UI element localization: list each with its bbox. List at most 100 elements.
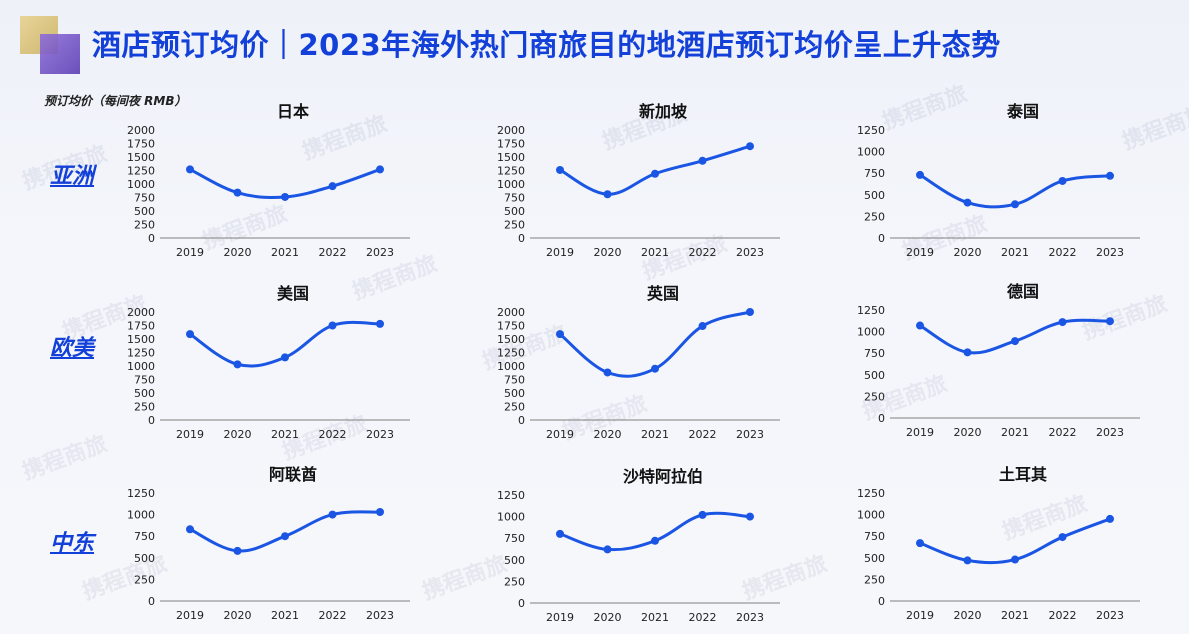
y-tick-label: 500: [504, 554, 525, 567]
chart-turkey: 土耳其 0 250 500 750 1000 1250 2019 2020 2021 2022 202…: [857, 465, 1140, 622]
data-point: [328, 321, 337, 330]
y-tick-label: 250: [134, 401, 155, 414]
data-point: [916, 170, 924, 179]
watermark-text: 携程商旅: [19, 431, 111, 486]
series-line: [188, 510, 382, 553]
data-point: [698, 510, 707, 519]
data-point: [916, 539, 924, 548]
y-tick-label: 250: [504, 219, 525, 232]
y-axis-note: 预订均价（每间夜 RMB）: [44, 94, 187, 108]
x-tick-label: 2022: [689, 611, 717, 624]
x-tick-label: 2019: [906, 246, 934, 259]
x-tick-label: 2021: [1001, 246, 1029, 259]
data-point: [281, 532, 289, 541]
data-point: [281, 192, 289, 201]
x-tick-label: 2023: [366, 428, 394, 441]
y-tick-label: 500: [134, 552, 155, 565]
y-tick-label: 750: [504, 374, 525, 387]
page-title: 酒店预订均价｜2023年海外热门商旅目的地酒店预订均价呈上升态势: [92, 28, 1001, 62]
y-tick-label: 0: [518, 597, 525, 610]
x-tick-label: 2021: [641, 428, 669, 441]
y-tick-label: 1250: [127, 347, 155, 360]
x-tick-label: 2023: [736, 611, 764, 624]
x-tick-label: 2022: [1049, 246, 1077, 259]
y-tick-label: 250: [864, 390, 885, 403]
y-tick-label: 1000: [497, 360, 525, 373]
y-tick-label: 1000: [127, 509, 155, 522]
y-tick-label: 750: [134, 374, 155, 387]
data-point: [1058, 533, 1067, 542]
y-tick-label: 0: [878, 232, 885, 245]
x-tick-label: 2023: [1096, 609, 1124, 622]
x-tick-label: 2021: [1001, 609, 1029, 622]
chart-title: 英国: [646, 284, 679, 303]
x-tick-label: 2020: [224, 246, 252, 259]
y-tick-label: 1250: [857, 304, 885, 317]
chart-saudi-arabia: 沙特阿拉伯 0 250 500 750 1000 1250 2019 2020 2021 2022 2…: [497, 467, 780, 624]
y-tick-label: 1000: [857, 326, 885, 339]
x-tick-label: 2019: [546, 611, 574, 624]
data-point: [1106, 171, 1114, 180]
x-tick-label: 2020: [594, 428, 622, 441]
chart-title: 新加坡: [639, 102, 688, 121]
x-tick-label: 2022: [1049, 426, 1077, 439]
data-point: [651, 364, 659, 373]
y-tick-label: 1000: [127, 360, 155, 373]
data-point: [1011, 555, 1019, 564]
y-tick-label: 2000: [127, 124, 155, 137]
data-point: [1011, 337, 1019, 346]
x-tick-label: 2023: [366, 246, 394, 259]
y-tick-label: 1250: [857, 487, 885, 500]
data-point: [376, 508, 384, 517]
y-tick-label: 1000: [857, 509, 885, 522]
y-tick-label: 1250: [497, 347, 525, 360]
y-tick-label: 750: [504, 192, 525, 205]
x-tick-label: 2022: [319, 246, 347, 259]
data-point: [233, 188, 242, 197]
data-point: [233, 360, 242, 369]
data-point: [1058, 318, 1067, 327]
x-tick-label: 2023: [366, 609, 394, 622]
data-point: [328, 510, 337, 519]
x-tick-label: 2022: [1049, 609, 1077, 622]
x-tick-label: 2022: [689, 246, 717, 259]
x-tick-label: 2021: [1001, 426, 1029, 439]
y-tick-label: 1500: [497, 151, 525, 164]
y-tick-label: 1750: [127, 138, 155, 151]
data-point: [651, 536, 659, 545]
data-point: [963, 556, 972, 565]
y-tick-label: 1500: [497, 333, 525, 346]
data-point: [651, 169, 659, 178]
chart-title: 德国: [1007, 282, 1039, 301]
x-tick-label: 2023: [736, 246, 764, 259]
y-tick-label: 750: [864, 530, 885, 543]
chart-title: 阿联酋: [269, 465, 317, 484]
chart-uae: 阿联酋 0 250 500 750 1000 1250 2019 2020 2021 2022 202…: [127, 465, 410, 622]
y-tick-label: 500: [864, 189, 885, 202]
y-tick-label: 1250: [127, 487, 155, 500]
y-tick-label: 1750: [127, 320, 155, 333]
y-tick-label: 1250: [127, 165, 155, 178]
region-label-middle-east: 中东: [50, 531, 95, 556]
y-tick-label: 0: [518, 232, 525, 245]
data-point: [186, 525, 194, 534]
x-tick-label: 2023: [736, 428, 764, 441]
data-point: [556, 165, 564, 174]
x-tick-label: 2019: [546, 246, 574, 259]
data-point: [556, 529, 564, 538]
y-tick-label: 750: [134, 530, 155, 543]
data-point: [746, 142, 754, 151]
x-tick-label: 2021: [271, 609, 299, 622]
x-tick-label: 2020: [224, 428, 252, 441]
chart-title: 沙特阿拉伯: [623, 467, 703, 486]
data-point: [603, 545, 612, 554]
x-tick-label: 2019: [176, 428, 204, 441]
x-tick-label: 2019: [176, 246, 204, 259]
y-tick-label: 500: [504, 205, 525, 218]
chart-thailand: 泰国 0 250 500 750 1000 1250 2019 2020 2021 2022 2023: [857, 102, 1140, 259]
chart-title: 泰国: [1006, 102, 1039, 121]
y-tick-label: 750: [504, 532, 525, 545]
data-point: [233, 546, 242, 555]
